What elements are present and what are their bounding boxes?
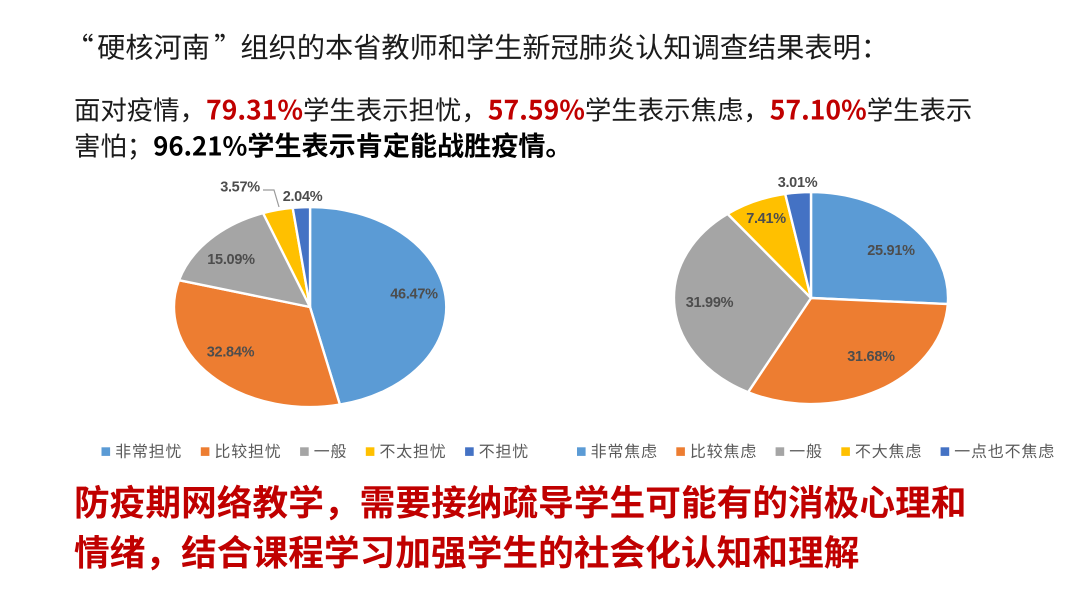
svg-text:46.47%: 46.47% xyxy=(390,287,438,303)
svg-text:3.01%: 3.01% xyxy=(778,175,818,191)
svg-text:3.57%: 3.57% xyxy=(220,180,260,196)
svg-text:31.99%: 31.99% xyxy=(686,295,734,311)
svg-text:25.91%: 25.91% xyxy=(867,243,915,259)
svg-text:2.04%: 2.04% xyxy=(283,189,323,205)
svg-text:7.41%: 7.41% xyxy=(746,211,786,227)
svg-text:32.84%: 32.84% xyxy=(207,345,255,361)
svg-text:31.68%: 31.68% xyxy=(847,349,895,365)
svg-text:15.09%: 15.09% xyxy=(207,252,255,268)
